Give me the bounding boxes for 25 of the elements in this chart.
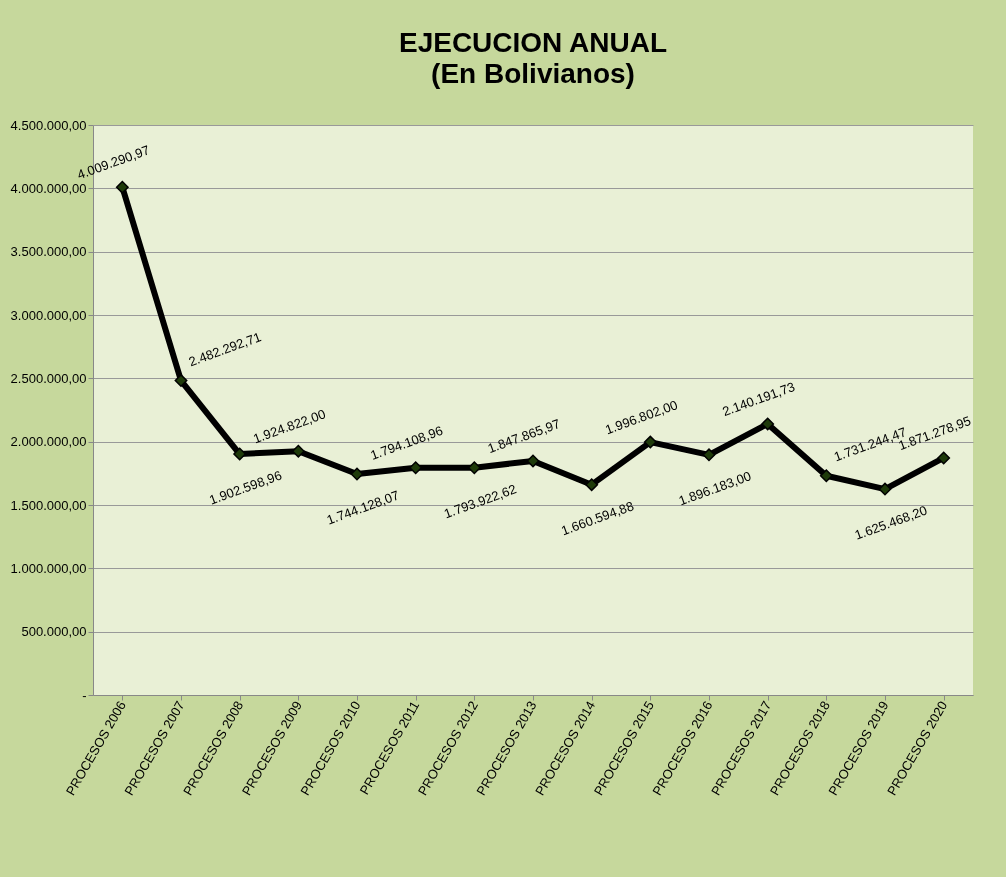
point (937, 451, 951, 465)
point (350, 467, 364, 481)
y-tick-label: 3.500.000,00 (10, 244, 87, 260)
chart-title: EJECUCION ANUAL (398, 27, 668, 58)
y-tick-label: 1.000.000,00 (10, 560, 87, 576)
y-tick-label: 4.000.000,00 (10, 180, 87, 196)
point (643, 435, 657, 449)
point (585, 478, 599, 492)
point (174, 374, 188, 388)
point (467, 461, 481, 475)
y-tick-label: 3.000.000,00 (10, 307, 87, 323)
point (878, 482, 892, 496)
y-tick-label: 4.500.000,00 (10, 117, 87, 133)
chart-subtitle: (En Bolivianos) (431, 58, 635, 89)
y-tick-label: 1.500.000,00 (10, 497, 87, 513)
point (819, 469, 833, 483)
point (409, 461, 423, 475)
point (115, 180, 129, 194)
point (702, 448, 716, 462)
y-tick-label: 2.000.000,00 (10, 434, 87, 450)
y-tick-label: 2.500.000,00 (10, 370, 87, 386)
y-tick-label: 500.000,00 (21, 624, 87, 640)
point (761, 417, 775, 431)
y-tick-label: - (82, 687, 87, 703)
point (526, 454, 540, 468)
